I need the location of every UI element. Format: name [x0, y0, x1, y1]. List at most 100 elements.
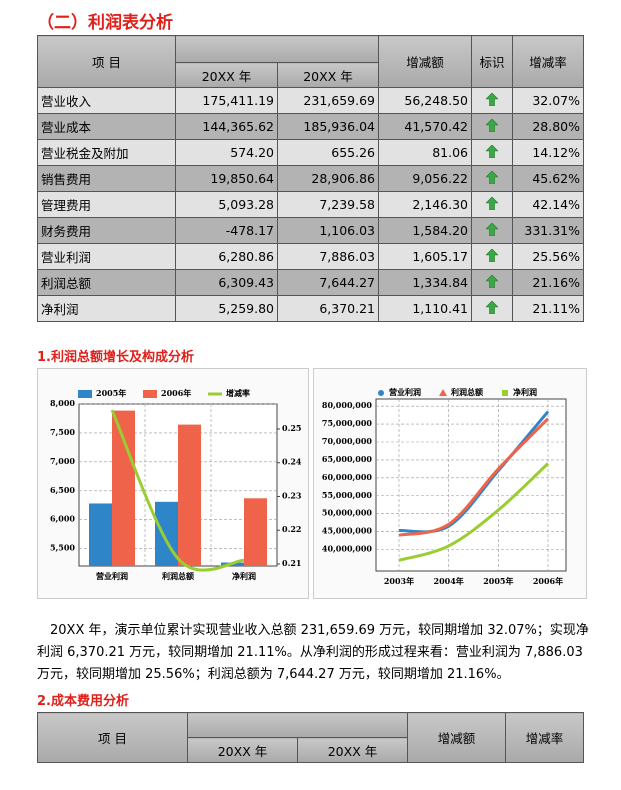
table-cell: 21.11%: [512, 295, 584, 322]
icon-cell: [471, 165, 513, 192]
table-cell: 144,365.62: [175, 113, 278, 140]
legend-label: 2005年: [96, 388, 126, 398]
table-cell: 41,570.42: [378, 113, 472, 140]
table-cell: 42.14%: [512, 191, 584, 218]
x-tick-label: 2006年: [533, 576, 563, 586]
legend-swatch: [502, 390, 508, 396]
table-cell: 营业税金及附加: [37, 139, 176, 166]
table-cell: 利润总额: [37, 269, 176, 296]
table-cell: 5,093.28: [175, 191, 278, 218]
table-cell: 574.20: [175, 139, 278, 166]
y-tick-label: 60,000,000: [322, 472, 373, 482]
legend-swatch: [439, 389, 447, 396]
table-cell: 财务费用: [37, 217, 176, 244]
header-cell: 20XX 年: [297, 737, 408, 763]
bar: [112, 410, 135, 566]
chart-panel: 5,500 6,000 6,500 7,000 7,500 8,000 0.21 0.22 0.…: [37, 368, 309, 599]
table-cell: 6,280.86: [175, 243, 278, 270]
header-cell: 项 目: [37, 35, 176, 88]
x-tick-label: 2003年: [384, 576, 414, 586]
header-cell: 增减额: [378, 35, 472, 88]
y-tick-label: 50,000,000: [322, 508, 373, 518]
header-cell: 项 目: [37, 712, 188, 763]
icon-cell: [471, 87, 513, 114]
legend-swatch: [143, 390, 157, 398]
chart-panel: 40,000,000 45,000,000 50,000,000 55,000,000…: [313, 368, 587, 599]
y-tick-label: 7,500: [50, 427, 75, 437]
y-tick-label: 75,000,000: [322, 418, 373, 428]
icon-cell: [471, 113, 513, 140]
title: （二）利润表分析: [37, 13, 173, 33]
section-title: 2.成本费用分析: [37, 694, 129, 709]
table-cell: 6,309.43: [175, 269, 278, 296]
header-cell: 20XX 年: [187, 737, 298, 763]
series-line: [398, 462, 550, 562]
table-row: 财务费用 -478.17 1,106.03 1,584.20 331.31%: [37, 217, 584, 244]
table-cell: 营业成本: [37, 113, 176, 140]
header-cell: [175, 35, 379, 63]
legend-label: 增减率: [226, 388, 250, 398]
table-cell: 28,906.86: [277, 165, 379, 192]
table-cell: 185,936.04: [277, 113, 379, 140]
y2-tick-label: 0.23: [282, 490, 302, 500]
table-row: 销售费用 19,850.64 28,906.86 9,056.22 45.62%: [37, 165, 584, 192]
bar: [244, 498, 267, 566]
y-tick-label: 70,000,000: [322, 436, 373, 446]
table-cell: 21.16%: [512, 269, 584, 296]
icon-cell: [471, 191, 513, 218]
legend-label: 利润总额: [450, 387, 483, 397]
chart: 5,500 6,000 6,500 7,000 7,500 8,000 0.21 0.22 0.…: [50, 388, 302, 581]
table-cell: 2,146.30: [378, 191, 472, 218]
bar: [89, 503, 112, 566]
bar: [178, 424, 201, 566]
y-tick-label: 40,000,000: [322, 544, 373, 554]
up-arrow: [485, 196, 499, 210]
table-cell: 1,106.03: [277, 217, 379, 244]
table-cell: 56,248.50: [378, 87, 472, 114]
up-arrow: [485, 92, 499, 106]
x-tick-label: 净利润: [232, 571, 256, 581]
header-cell: 20XX 年: [277, 62, 379, 88]
table-cell: 1,110.41: [378, 295, 472, 322]
legend-label: 营业利润: [389, 387, 421, 397]
table-cell: 331.31%: [512, 217, 584, 244]
x-tick-label: 营业利润: [96, 571, 128, 581]
header-cell: [187, 712, 408, 738]
x-tick-label: 2004年: [434, 576, 464, 586]
legend-swatch: [78, 390, 92, 398]
table-cell: 32.07%: [512, 87, 584, 114]
table-cell: 7,644.27: [277, 269, 379, 296]
table-cell: 管理费用: [37, 191, 176, 218]
icon-cell: [471, 243, 513, 270]
y-tick-label: 65,000,000: [322, 454, 373, 464]
up-arrow: [485, 170, 499, 184]
table-cell: 28.80%: [512, 113, 584, 140]
up-arrow: [485, 274, 499, 288]
table-cell: 1,584.20: [378, 217, 472, 244]
icon-cell: [471, 295, 513, 322]
legend-swatch: [378, 390, 384, 396]
table-cell: 81.06: [378, 139, 472, 166]
icon-cell: [471, 217, 513, 244]
legend-label: 2006年: [161, 388, 191, 398]
y2-tick-label: 0.22: [282, 524, 301, 534]
paragraph: 20XX 年，演示单位累计实现营业收入总额 231,659.69 万元，较同期增…: [37, 623, 589, 682]
table-row: 利润总额 6,309.43 7,644.27 1,334.84 21.16%: [37, 269, 584, 296]
table-row: 净利润 5,259.80 6,370.21 1,110.41 21.11%: [37, 295, 584, 322]
series-line: [398, 417, 550, 537]
y2-tick-label: 0.25: [282, 423, 301, 433]
table-cell: 14.12%: [512, 139, 584, 166]
up-arrow: [485, 222, 499, 236]
table-cell: 净利润: [37, 295, 176, 322]
up-arrow: [485, 144, 499, 158]
y-tick-label: 55,000,000: [322, 490, 373, 500]
y-tick-label: 8,000: [50, 398, 75, 408]
y-tick-label: 6,000: [50, 514, 75, 524]
table-cell: 销售费用: [37, 165, 176, 192]
y-tick-label: 5,500: [50, 543, 75, 553]
x-tick-label: 利润总额: [161, 571, 194, 581]
table-cell: 9,056.22: [378, 165, 472, 192]
up-arrow: [485, 300, 499, 314]
y2-tick-label: 0.21: [282, 558, 301, 568]
